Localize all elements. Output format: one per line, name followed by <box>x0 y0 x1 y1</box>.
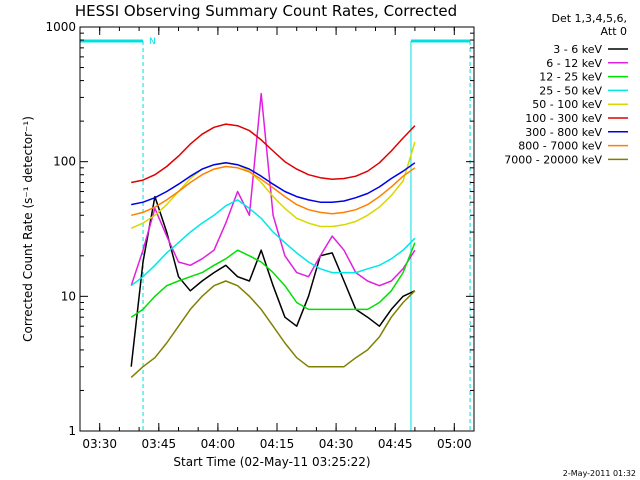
footer-stamp: 2-May-2011 01:32 <box>563 469 636 478</box>
y-axis-label: Corrected Count Rate (s⁻¹ detector⁻¹) <box>21 116 35 342</box>
x-tick-label: 04:30 <box>319 437 354 451</box>
legend-entry-label: 12 - 25 keV <box>539 71 602 84</box>
y-tick-label: 1 <box>68 424 76 438</box>
x-tick-label: 03:45 <box>142 437 177 451</box>
x-tick-label: 04:15 <box>260 437 295 451</box>
x-tick-label: 04:45 <box>378 437 413 451</box>
series-line <box>130 92 416 287</box>
legend-entry-label: 6 - 12 keV <box>546 57 602 70</box>
y-tick-label: 10 <box>61 289 76 303</box>
series-line <box>131 165 416 217</box>
series-line <box>130 195 416 367</box>
x-axis-label: Start Time (02-May-11 03:25:22) <box>173 455 370 469</box>
series-line <box>131 162 416 206</box>
y-tick-label: 1000 <box>45 20 76 34</box>
legend-entry-label: 3 - 6 keV <box>553 43 602 56</box>
series-group <box>130 92 416 378</box>
chart-title: HESSI Observing Summary Count Rates, Cor… <box>75 2 457 20</box>
legend-entry-label: 100 - 300 keV <box>525 112 602 125</box>
legend-header-line1: Det 1,3,4,5,6, <box>551 12 627 25</box>
series-line <box>130 280 416 378</box>
axes: 1 10 100 1000 03:30 03:45 04:00 04:15 04:30 04:45… <box>45 20 475 451</box>
y-tick-label: 100 <box>53 155 76 169</box>
night-marker-label: N <box>149 37 156 47</box>
legend-entry-label: 300 - 800 keV <box>525 126 602 139</box>
legend-header-line2: Att 0 <box>601 25 627 38</box>
series-line <box>130 242 416 318</box>
legend-entry-label: 7000 - 20000 keV <box>504 153 602 166</box>
legend-entry-label: 50 - 100 keV <box>532 98 602 111</box>
series-line <box>130 199 416 287</box>
x-tick-label: 03:30 <box>82 437 117 451</box>
series-line <box>131 123 416 184</box>
x-tick-label: 04:00 <box>201 437 236 451</box>
legend-entry-label: 800 - 7000 keV <box>518 140 602 153</box>
x-tick-label: 05:00 <box>437 437 472 451</box>
legend-entry-label: 25 - 50 keV <box>539 84 602 97</box>
